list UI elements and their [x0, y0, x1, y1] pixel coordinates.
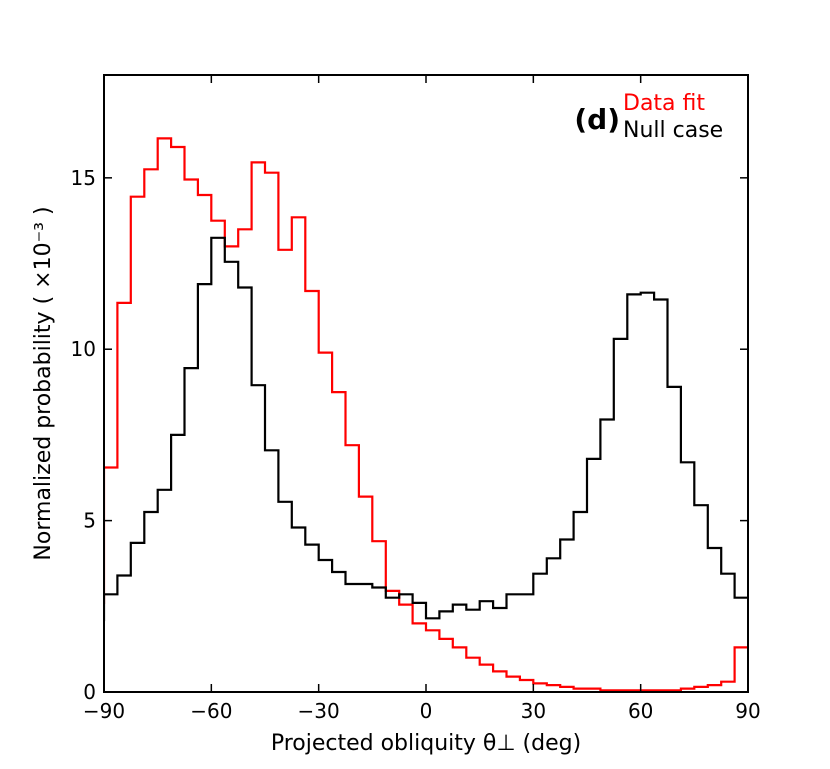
- y-axis-label: Normalized probability ( ×10⁻³ ): [31, 206, 56, 560]
- x-tick-label: −30: [298, 699, 340, 723]
- series-line-null-case: [104, 236, 748, 622]
- x-tick-label: −60: [190, 699, 232, 723]
- axes-frame: [103, 74, 749, 693]
- legend-entry-null-case: Null case: [623, 118, 723, 143]
- x-tick-label: 60: [628, 699, 653, 723]
- y-tick-label: 10: [71, 337, 96, 361]
- x-tick-label: 30: [521, 699, 546, 723]
- y-tick-label: 0: [83, 680, 96, 704]
- series-line-data-fit: [104, 137, 748, 692]
- x-tick-label: 0: [420, 699, 433, 723]
- y-tick-label: 5: [83, 509, 96, 533]
- y-tick-label: 15: [71, 166, 96, 190]
- series-group: [104, 137, 748, 692]
- x-tick-label: 90: [735, 699, 760, 723]
- x-tick-label: −90: [83, 699, 125, 723]
- x-axis-label: Projected obliquity θ⊥ (deg): [271, 731, 581, 756]
- legend-entry-data-fit: Data fit: [623, 91, 705, 116]
- tick-group: −90 −60 −30 0 30 60 90 0 5 10 15: [71, 75, 761, 723]
- panel-label: (d): [574, 103, 620, 136]
